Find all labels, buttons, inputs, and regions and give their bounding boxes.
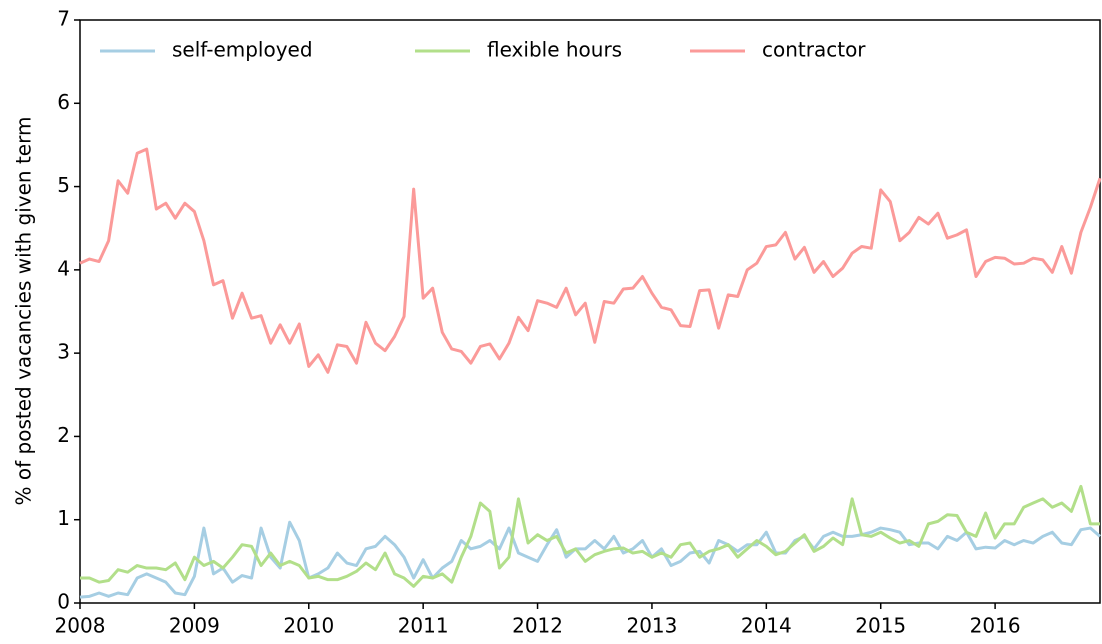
y-axis-label: % of posted vacancies with given term xyxy=(12,117,36,506)
series-line xyxy=(79,520,1101,599)
series-line xyxy=(80,484,1100,588)
x-tick-label: 2015 xyxy=(855,614,906,638)
y-tick-label: 4 xyxy=(57,256,70,280)
y-tick-label: 7 xyxy=(57,7,70,31)
x-tick-label: 2010 xyxy=(283,614,334,638)
legend-label: flexible hours xyxy=(487,38,622,62)
y-tick-label: 5 xyxy=(57,173,70,197)
x-tick-label: 2013 xyxy=(626,614,677,638)
y-tick-label: 2 xyxy=(57,423,70,447)
legend-label: contractor xyxy=(762,38,866,62)
y-tick-label: 6 xyxy=(57,90,70,114)
x-tick-label: 2008 xyxy=(55,614,106,638)
x-tick-label: 2016 xyxy=(970,614,1021,638)
legend-label: self-employed xyxy=(172,38,313,62)
x-tick-label: 2014 xyxy=(741,614,792,638)
series-line xyxy=(79,147,1102,374)
y-tick-label: 0 xyxy=(57,590,70,614)
y-tick-label: 3 xyxy=(57,340,70,364)
x-tick-label: 2011 xyxy=(398,614,449,638)
x-tick-label: 2012 xyxy=(512,614,563,638)
plot-frame xyxy=(79,19,1101,604)
y-tick-label: 1 xyxy=(57,506,70,530)
x-tick-label: 2009 xyxy=(169,614,220,638)
